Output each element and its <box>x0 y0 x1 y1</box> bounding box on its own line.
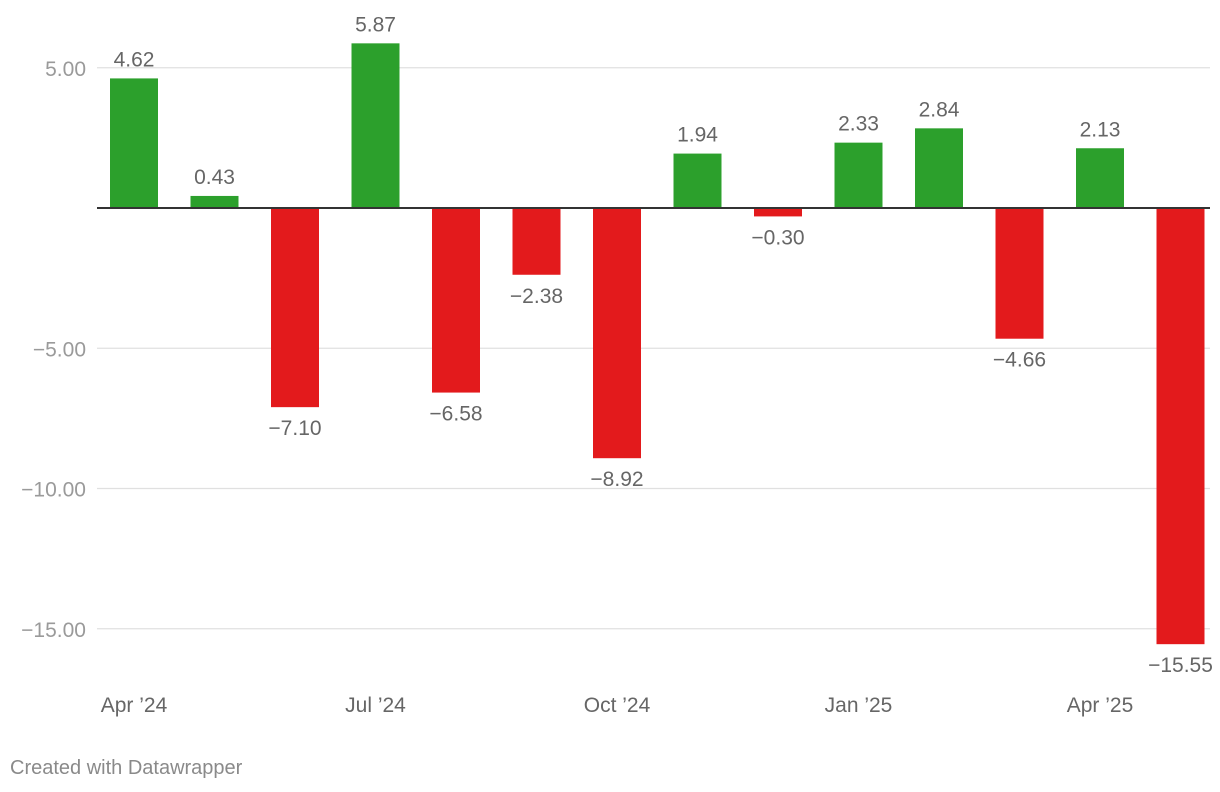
y-tick-label: 5.00 <box>45 58 86 81</box>
bar <box>754 208 802 217</box>
y-tick-label: −10.00 <box>21 479 86 502</box>
x-tick-label: Apr ’24 <box>101 694 168 717</box>
bar <box>995 208 1044 339</box>
bar <box>512 208 561 275</box>
data-label: 4.62 <box>114 48 155 71</box>
data-label: −15.55 <box>1148 654 1213 677</box>
bar <box>271 208 319 408</box>
bar <box>673 153 722 208</box>
data-label: −6.58 <box>429 403 482 426</box>
data-label: −0.30 <box>751 226 804 249</box>
bar <box>351 43 400 209</box>
y-tick-label: −5.00 <box>33 338 86 361</box>
x-tick-label: Jul ’24 <box>345 694 406 717</box>
bar-chart: 5.00 −5.00 −10.00 −15.00 4.62 0.43 −7.10 5.87 −6… <box>21 13 1213 717</box>
bar <box>190 195 239 208</box>
bar <box>1156 208 1205 645</box>
data-label: −7.10 <box>268 417 321 440</box>
data-label: −2.38 <box>510 285 563 308</box>
data-label: 5.87 <box>355 13 396 36</box>
data-label: 2.84 <box>919 98 960 121</box>
bar <box>834 142 883 208</box>
bar <box>432 208 480 393</box>
credit-text: Created with Datawrapper <box>10 757 243 779</box>
bar <box>593 208 641 459</box>
bar <box>915 128 963 208</box>
bar <box>1076 148 1124 208</box>
data-label: −8.92 <box>590 468 643 491</box>
x-tick-label: Jan ’25 <box>825 694 893 717</box>
bar <box>110 78 158 208</box>
data-label: 1.94 <box>677 124 718 147</box>
data-label: 2.13 <box>1080 118 1121 141</box>
x-tick-label: Apr ’25 <box>1067 694 1134 717</box>
data-label: −4.66 <box>993 349 1046 372</box>
data-label: 2.33 <box>838 113 879 136</box>
data-label: 0.43 <box>194 166 235 189</box>
y-tick-label: −15.00 <box>21 619 86 642</box>
x-tick-label: Oct ’24 <box>584 694 651 717</box>
